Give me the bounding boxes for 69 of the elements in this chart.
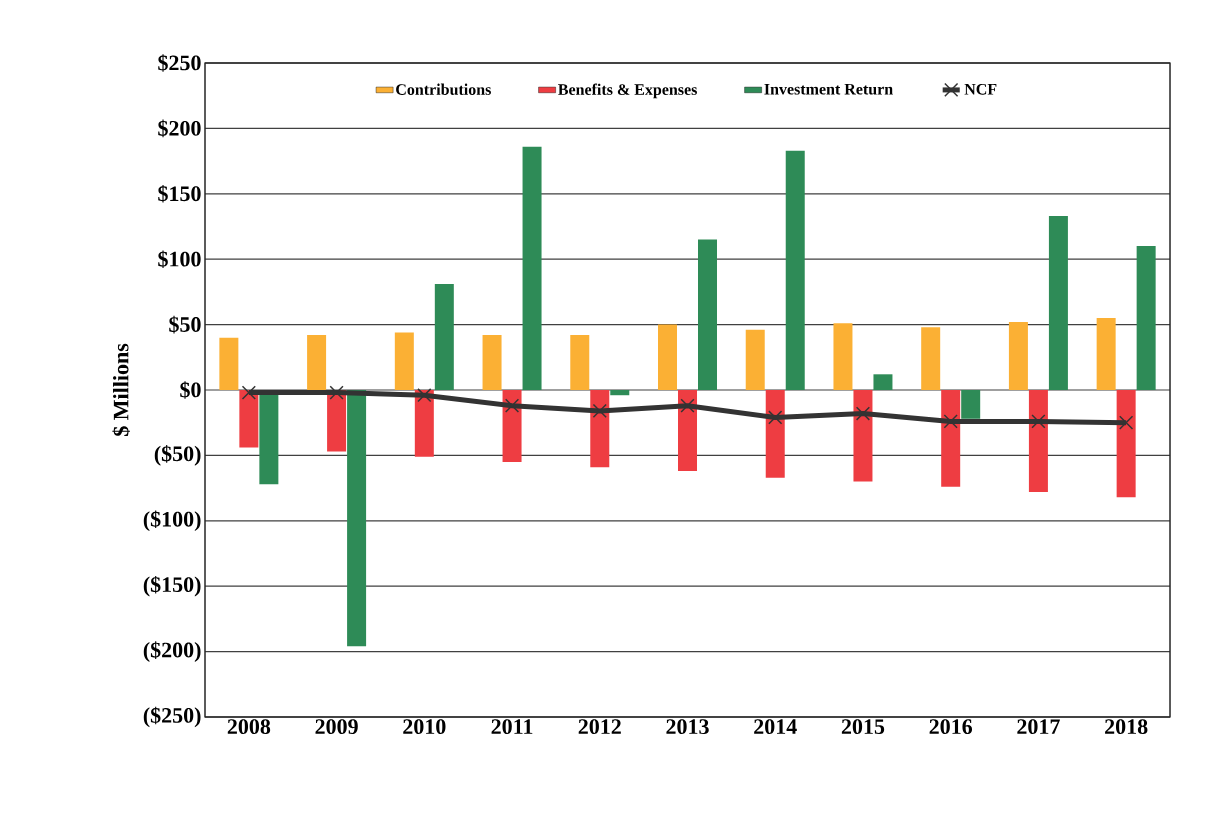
point: [329, 385, 344, 400]
legend-label: Contributions: [396, 83, 491, 95]
x-tick-label: 2012: [578, 719, 621, 735]
bar: [394, 332, 414, 390]
bar: [658, 324, 677, 390]
bar: [853, 389, 873, 482]
bar: [570, 335, 590, 390]
bar: [610, 389, 630, 396]
legend-label: Investment Return: [764, 83, 893, 95]
bar: [502, 389, 522, 462]
bar: [745, 329, 765, 390]
y-tick-label: ($150): [143, 575, 201, 597]
point: [855, 406, 871, 421]
legend-label: Benefits & Expenses: [558, 83, 697, 99]
bar: [1048, 216, 1068, 390]
y-tick-label: $0: [180, 381, 201, 399]
bar: [347, 389, 367, 647]
bar: [219, 337, 239, 390]
bar: [239, 389, 259, 448]
x-tick-label: 2016: [929, 719, 973, 735]
y-tick-label: ($200): [143, 641, 201, 662]
y-tick-label: $250: [158, 54, 201, 72]
point: [241, 385, 256, 400]
bar: [1028, 389, 1048, 493]
x-tick-label: 2010: [403, 719, 446, 735]
x-tick-label: 2017: [1017, 719, 1060, 735]
bar: [1116, 389, 1136, 498]
point: [592, 403, 607, 419]
y-tick-label: $50: [169, 315, 201, 334]
bar: [522, 146, 542, 390]
bar: [941, 389, 961, 487]
x-tick-label: 2014: [754, 719, 797, 735]
bar: [434, 284, 454, 390]
y-tick-label: ($50): [154, 445, 201, 466]
bar: [961, 389, 981, 419]
x-tick-label: 2015: [841, 719, 885, 735]
x-tick-label: 2018: [1105, 719, 1148, 735]
bar: [1096, 318, 1116, 390]
y-axis-title: $ Millions: [112, 343, 130, 436]
bar: [678, 389, 698, 472]
bar: [307, 335, 327, 390]
point: [1031, 414, 1046, 429]
bar: [873, 374, 893, 390]
x-tick-label: 2009: [315, 719, 358, 735]
y-tick-label: ($100): [143, 510, 201, 532]
legend-label: NCF: [964, 83, 997, 95]
y-tick-label: $200: [158, 119, 201, 138]
point: [1119, 415, 1134, 430]
x-tick-label: 2008: [227, 719, 271, 735]
x-tick-label: 2013: [666, 719, 709, 735]
bar: [414, 389, 434, 457]
y-tick-label: $100: [158, 250, 201, 268]
point: [680, 398, 695, 413]
point: [504, 398, 520, 413]
bar: [590, 389, 610, 468]
bar: [921, 327, 941, 390]
bar: [785, 150, 805, 390]
bar: [1008, 321, 1028, 390]
point: [768, 410, 783, 425]
y-tick-label: $150: [158, 184, 201, 203]
bar: [765, 389, 785, 478]
point: [417, 388, 432, 403]
bar: [482, 335, 502, 390]
bar: [833, 323, 853, 390]
bar: [698, 239, 718, 390]
y-tick-label: ($250): [143, 706, 201, 728]
bar: [1136, 246, 1156, 390]
x-tick-label: 2011: [491, 719, 533, 735]
point: [943, 414, 958, 429]
